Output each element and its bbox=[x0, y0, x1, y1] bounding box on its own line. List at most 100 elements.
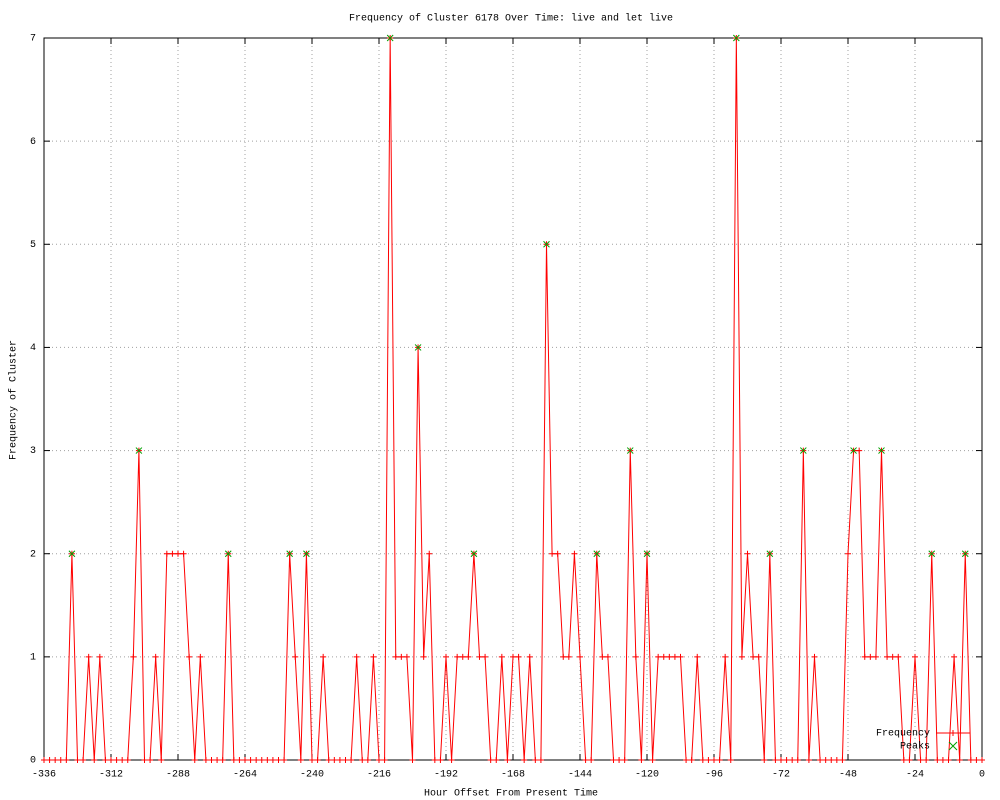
point-marker bbox=[571, 550, 578, 557]
point-marker bbox=[119, 757, 126, 763]
point-marker bbox=[867, 653, 874, 660]
point-marker bbox=[392, 653, 399, 660]
point-marker bbox=[147, 757, 154, 763]
point-marker bbox=[175, 550, 181, 557]
point-marker bbox=[794, 757, 801, 763]
point-marker bbox=[951, 653, 958, 660]
legend-label: Frequency bbox=[876, 729, 930, 740]
point-marker bbox=[197, 653, 204, 660]
point-marker bbox=[632, 653, 639, 660]
point-marker bbox=[917, 757, 924, 763]
point-marker bbox=[292, 653, 299, 660]
peak-marker bbox=[414, 344, 422, 351]
point-marker bbox=[236, 757, 243, 763]
point-marker bbox=[163, 550, 170, 557]
point-marker bbox=[833, 757, 840, 763]
legend-swatch bbox=[950, 730, 956, 736]
point-marker bbox=[454, 653, 461, 660]
point-marker bbox=[325, 757, 332, 763]
point-marker bbox=[649, 757, 656, 763]
point-marker bbox=[331, 757, 338, 763]
point-marker bbox=[152, 653, 159, 660]
point-marker bbox=[616, 757, 623, 763]
point-marker bbox=[85, 653, 92, 660]
legend-label: Peaks bbox=[900, 741, 930, 753]
point-marker bbox=[744, 550, 751, 557]
y-tick-label: 2 bbox=[30, 549, 36, 560]
point-marker bbox=[403, 653, 410, 660]
point-marker bbox=[750, 653, 757, 660]
point-marker bbox=[448, 757, 455, 763]
point-marker bbox=[979, 757, 985, 763]
point-marker bbox=[342, 757, 349, 763]
point-marker bbox=[510, 653, 516, 660]
point-marker bbox=[778, 757, 784, 763]
point-marker bbox=[856, 447, 863, 454]
point-marker bbox=[912, 653, 918, 660]
x-tick-label: -336 bbox=[32, 770, 56, 781]
point-marker bbox=[655, 653, 662, 660]
point-marker bbox=[202, 757, 209, 763]
x-tick-label: -96 bbox=[705, 770, 723, 781]
point-marker bbox=[772, 757, 779, 763]
point-marker bbox=[219, 757, 226, 763]
point-marker bbox=[381, 757, 388, 763]
peak-marker bbox=[732, 34, 740, 42]
y-tick-label: 1 bbox=[30, 652, 36, 663]
x-tick-label: 0 bbox=[979, 770, 985, 781]
point-marker bbox=[476, 653, 483, 660]
point-marker bbox=[577, 653, 583, 660]
point-marker bbox=[504, 757, 511, 763]
peak-marker bbox=[543, 240, 550, 248]
point-marker bbox=[761, 757, 768, 763]
x-tick-label: -288 bbox=[166, 770, 190, 781]
point-marker bbox=[722, 653, 729, 660]
point-marker bbox=[554, 550, 561, 557]
point-marker bbox=[46, 757, 53, 763]
x-tick-label: -264 bbox=[233, 770, 257, 781]
point-marker bbox=[431, 757, 438, 763]
point-marker bbox=[889, 653, 896, 660]
point-marker bbox=[459, 653, 466, 660]
point-marker bbox=[180, 550, 187, 557]
x-axis-label: Hour Offset From Present Time bbox=[424, 788, 598, 800]
point-marker bbox=[113, 757, 120, 763]
y-tick-label: 3 bbox=[30, 446, 36, 457]
point-marker bbox=[191, 757, 198, 763]
point-marker bbox=[822, 757, 829, 763]
point-marker bbox=[900, 757, 907, 763]
peak-marker bbox=[766, 550, 774, 558]
point-marker bbox=[409, 757, 416, 763]
x-tick-label: -72 bbox=[772, 770, 790, 781]
y-tick-label: 7 bbox=[30, 34, 36, 45]
point-marker bbox=[694, 653, 701, 660]
point-marker bbox=[521, 757, 528, 763]
point-marker bbox=[711, 757, 717, 763]
point-marker bbox=[884, 653, 891, 660]
x-tick-label: -120 bbox=[635, 770, 659, 781]
point-marker bbox=[677, 653, 684, 660]
point-marker bbox=[783, 757, 790, 763]
point-marker bbox=[604, 653, 611, 660]
point-marker bbox=[208, 757, 215, 763]
peak-marker bbox=[799, 447, 807, 454]
point-marker bbox=[242, 757, 248, 763]
point-marker bbox=[482, 653, 489, 660]
point-marker bbox=[588, 757, 595, 763]
point-marker bbox=[169, 550, 176, 557]
point-marker bbox=[549, 550, 556, 557]
point-marker bbox=[828, 757, 835, 763]
point-marker bbox=[264, 757, 271, 763]
point-marker bbox=[805, 757, 812, 763]
point-marker bbox=[214, 757, 221, 763]
point-marker bbox=[638, 757, 645, 763]
point-marker bbox=[727, 757, 734, 763]
point-marker bbox=[560, 653, 567, 660]
point-marker bbox=[967, 757, 974, 763]
peak-marker bbox=[135, 447, 143, 454]
point-marker bbox=[956, 757, 963, 763]
y-axis-label: Frequency of Cluster bbox=[8, 340, 20, 460]
point-marker bbox=[364, 757, 371, 763]
point-marker bbox=[755, 653, 762, 660]
point-marker bbox=[537, 757, 544, 763]
